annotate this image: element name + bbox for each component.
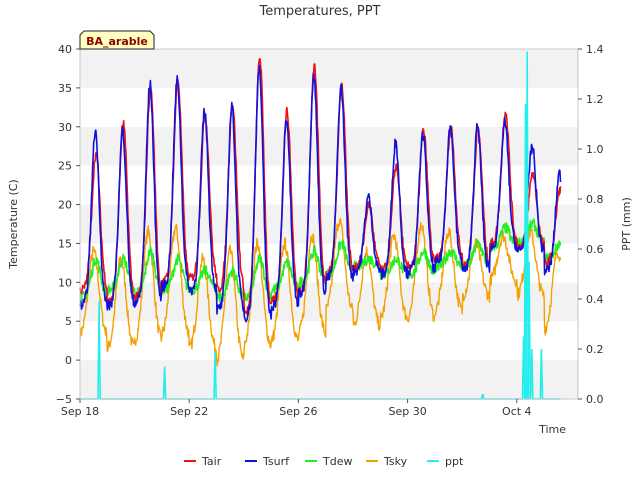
y-tick-label: 20 — [58, 199, 72, 212]
legend-label: ppt — [445, 455, 464, 468]
station-badge-box — [79, 30, 155, 50]
x-tick-label: Sep 22 — [170, 405, 208, 418]
legend: Tair Tsurf Tdew Tsky ppt — [184, 455, 464, 468]
y2-tick-label: 1.0 — [586, 143, 604, 156]
legend-label: Tdew — [322, 455, 352, 468]
x-tick-label: Sep 30 — [388, 405, 426, 418]
y2-tick-label: 0.8 — [586, 193, 604, 206]
legend-label: Tsurf — [262, 455, 290, 468]
y-axis-label: Temperature (C) — [7, 179, 20, 269]
y2-tick-label: 0.0 — [586, 393, 604, 406]
y2-tick-label: 0.6 — [586, 243, 604, 256]
y2-tick-label: 0.2 — [586, 343, 604, 356]
y2-tick-label: 1.4 — [586, 43, 604, 56]
x-axis-ticks: Sep 18 Sep 22 Sep 26 Sep 30 Oct 4 — [61, 399, 532, 418]
y-tick-label: 40 — [58, 43, 72, 56]
legend-label: Tsky — [383, 455, 408, 468]
y-tick-label: 30 — [58, 121, 72, 134]
y-tick-label: 15 — [58, 237, 72, 250]
x-tick-label: Sep 18 — [61, 405, 99, 418]
grid-band — [80, 49, 578, 88]
x-tick-label: Oct 4 — [502, 405, 532, 418]
chart-title: Temperatures, PPT — [258, 4, 380, 19]
y2-tick-label: 1.2 — [586, 93, 604, 106]
series-line-tsurf — [79, 64, 562, 323]
legend-item-ppt: ppt — [427, 455, 464, 468]
grid-band — [80, 126, 578, 166]
legend-item-tdew: Tdew — [305, 455, 352, 468]
y2-axis-label: PPT (mm) — [620, 197, 633, 251]
grid-band — [80, 165, 578, 205]
y-tick-label: 5 — [65, 315, 72, 328]
grid-band — [80, 360, 578, 399]
y2-tick-label: 0.4 — [586, 293, 604, 306]
legend-item-tair: Tair — [184, 455, 222, 468]
y-tick-label: −5 — [56, 393, 72, 406]
x-axis-label: Time — [538, 423, 566, 436]
y-tick-label: 0 — [65, 354, 72, 367]
legend-item-tsurf: Tsurf — [245, 455, 290, 468]
station-badge-label: BA_arable — [86, 35, 148, 48]
legend-label: Tair — [201, 455, 222, 468]
y-tick-label: 25 — [58, 160, 72, 173]
plot-frame — [79, 48, 579, 400]
y-axis-ticks: −5 0 5 10 15 20 25 30 35 40 — [56, 43, 80, 406]
grid-band — [80, 321, 578, 361]
y2-axis-ticks: 0.0 0.2 0.4 0.6 0.8 1.0 1.2 1.4 — [578, 43, 604, 406]
series-line-tsky — [79, 217, 562, 367]
station-badge: BA_arable — [79, 30, 155, 50]
grid-band — [80, 87, 578, 127]
y-tick-label: 35 — [58, 82, 72, 95]
y-tick-label: 10 — [58, 276, 72, 289]
legend-item-tsky: Tsky — [366, 455, 408, 468]
x-tick-label: Sep 26 — [279, 405, 317, 418]
